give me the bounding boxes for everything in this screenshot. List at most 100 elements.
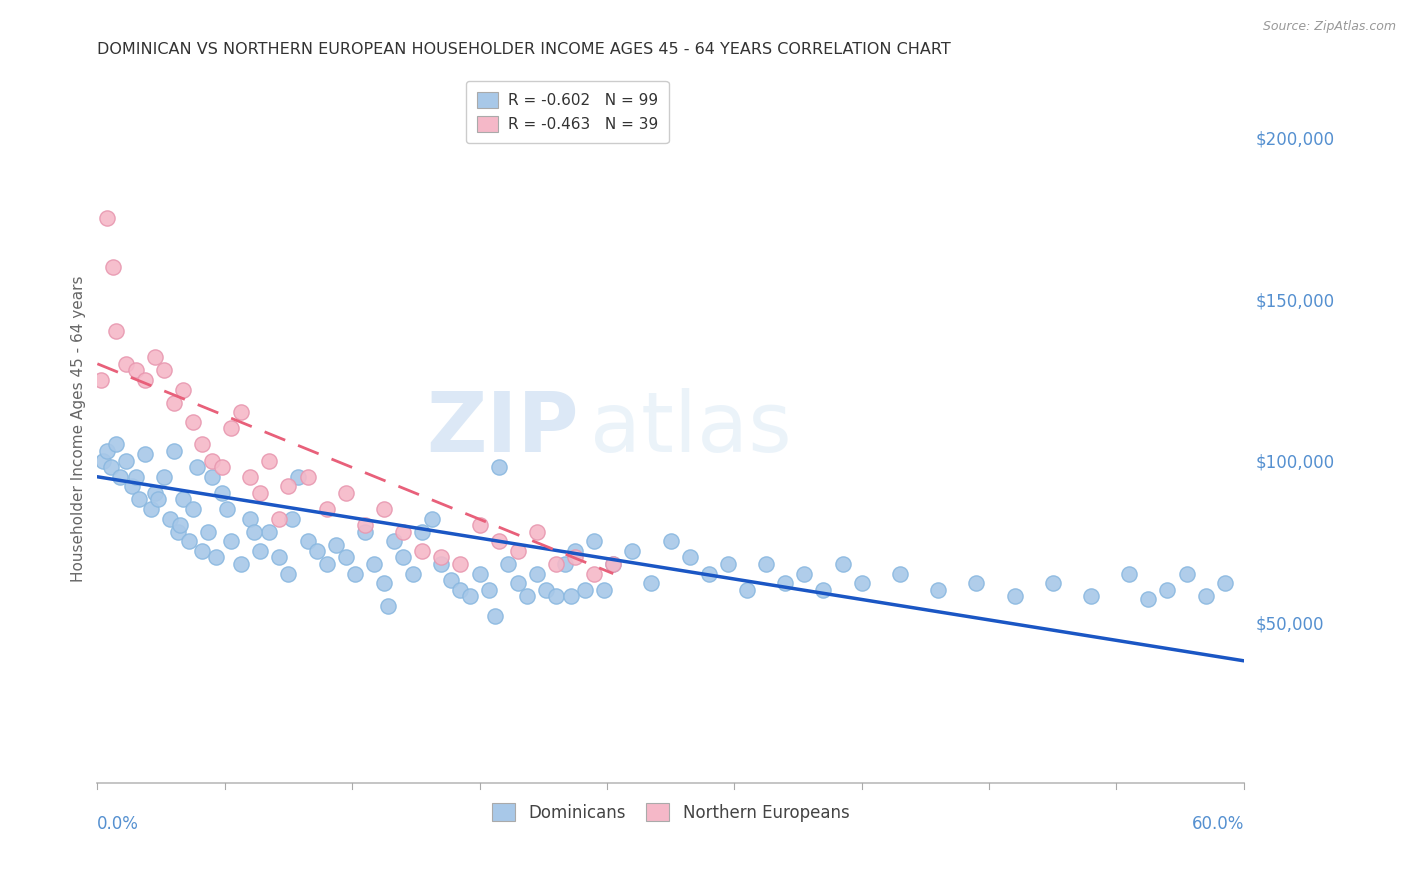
Point <box>191 544 214 558</box>
Point <box>1080 589 1102 603</box>
Point <box>526 524 548 539</box>
Point <box>1042 576 1064 591</box>
Point <box>697 566 720 581</box>
Point <box>115 357 138 371</box>
Point <box>496 557 519 571</box>
Point <box>377 599 399 613</box>
Point <box>813 582 835 597</box>
Point <box>411 544 433 558</box>
Point <box>430 550 453 565</box>
Point <box>965 576 987 591</box>
Point <box>506 576 529 591</box>
Point <box>110 470 132 484</box>
Point <box>1004 589 1026 603</box>
Point <box>755 557 778 571</box>
Point <box>101 260 124 274</box>
Point <box>281 512 304 526</box>
Point <box>430 557 453 571</box>
Point <box>172 492 194 507</box>
Point <box>297 470 319 484</box>
Y-axis label: Householder Income Ages 45 - 64 years: Householder Income Ages 45 - 64 years <box>72 275 86 582</box>
Point <box>335 550 357 565</box>
Point <box>773 576 796 591</box>
Point <box>793 566 815 581</box>
Point <box>128 492 150 507</box>
Point <box>134 373 156 387</box>
Point <box>325 538 347 552</box>
Point <box>735 582 758 597</box>
Point <box>197 524 219 539</box>
Point <box>1194 589 1216 603</box>
Point <box>1156 582 1178 597</box>
Point <box>211 460 233 475</box>
Point <box>143 486 166 500</box>
Point <box>315 557 337 571</box>
Point <box>583 534 606 549</box>
Text: DOMINICAN VS NORTHERN EUROPEAN HOUSEHOLDER INCOME AGES 45 - 64 YEARS CORRELATION: DOMINICAN VS NORTHERN EUROPEAN HOUSEHOLD… <box>97 42 950 57</box>
Point <box>420 512 443 526</box>
Point <box>659 534 682 549</box>
Text: Source: ZipAtlas.com: Source: ZipAtlas.com <box>1263 20 1396 33</box>
Point <box>506 544 529 558</box>
Point <box>449 557 471 571</box>
Point <box>544 557 567 571</box>
Point <box>153 470 176 484</box>
Point <box>249 486 271 500</box>
Point <box>373 502 395 516</box>
Point <box>219 534 242 549</box>
Point <box>602 557 624 571</box>
Point <box>172 383 194 397</box>
Point <box>201 453 224 467</box>
Point <box>169 518 191 533</box>
Point <box>640 576 662 591</box>
Point <box>574 582 596 597</box>
Point <box>249 544 271 558</box>
Point <box>96 444 118 458</box>
Point <box>267 512 290 526</box>
Point <box>478 582 501 597</box>
Legend: Dominicans, Northern Europeans: Dominicans, Northern Europeans <box>485 797 856 829</box>
Point <box>602 557 624 571</box>
Point <box>468 566 491 581</box>
Point <box>163 444 186 458</box>
Text: 0.0%: 0.0% <box>97 815 139 833</box>
Point <box>449 582 471 597</box>
Point <box>100 460 122 475</box>
Point <box>536 582 558 597</box>
Point <box>259 453 281 467</box>
Point <box>204 550 226 565</box>
Point <box>186 460 208 475</box>
Point <box>679 550 702 565</box>
Point <box>373 576 395 591</box>
Point <box>354 518 377 533</box>
Point <box>229 557 252 571</box>
Point <box>219 421 242 435</box>
Point <box>401 566 423 581</box>
Point <box>96 211 118 226</box>
Point <box>121 479 143 493</box>
Point <box>181 502 204 516</box>
Point <box>564 550 586 565</box>
Point <box>458 589 481 603</box>
Point <box>153 363 176 377</box>
Point <box>560 589 582 603</box>
Point <box>211 486 233 500</box>
Point <box>488 460 510 475</box>
Point <box>191 437 214 451</box>
Point <box>363 557 385 571</box>
Text: 60.0%: 60.0% <box>1191 815 1244 833</box>
Point <box>516 589 538 603</box>
Point <box>229 405 252 419</box>
Point <box>115 453 138 467</box>
Point <box>134 447 156 461</box>
Point <box>105 437 128 451</box>
Point <box>159 512 181 526</box>
Point <box>382 534 405 549</box>
Text: atlas: atlas <box>591 388 792 469</box>
Point <box>124 363 146 377</box>
Point <box>259 524 281 539</box>
Point <box>307 544 329 558</box>
Point <box>181 415 204 429</box>
Point <box>831 557 853 571</box>
Point <box>201 470 224 484</box>
